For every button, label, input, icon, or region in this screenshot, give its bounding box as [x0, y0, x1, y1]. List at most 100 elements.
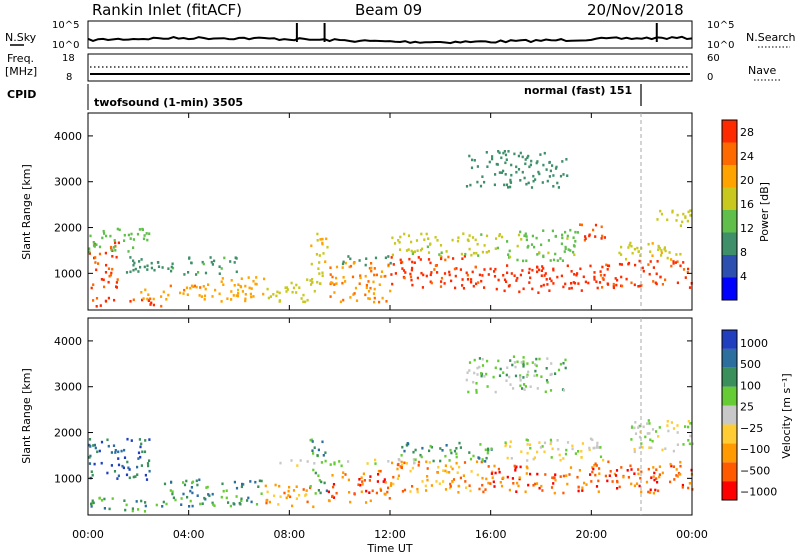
heatmap-cell [329, 295, 332, 298]
heatmap-cell [107, 444, 110, 448]
heatmap-cell [401, 490, 404, 493]
heatmap-cell [540, 284, 543, 288]
heatmap-cell [400, 454, 403, 457]
heatmap-cell [412, 450, 415, 454]
heatmap-cell [340, 464, 343, 468]
heatmap-cell [381, 296, 384, 300]
heatmap-cell [367, 297, 370, 300]
heatmap-cell [634, 421, 637, 424]
heatmap-cell [550, 279, 553, 283]
heatmap-cell [309, 485, 312, 488]
heatmap-cell [207, 493, 210, 496]
heatmap-cell [100, 499, 104, 502]
heatmap-cell [470, 280, 473, 284]
heatmap-cell [584, 280, 587, 284]
heatmap-cell [509, 359, 512, 362]
heatmap-cell [505, 183, 509, 187]
heatmap-cell [148, 459, 151, 462]
heatmap-cell [348, 265, 351, 269]
heatmap-cell [329, 463, 332, 466]
heatmap-cell [139, 265, 142, 269]
heatmap-cell [324, 451, 327, 454]
heatmap-cell [475, 391, 478, 394]
heatmap-cell [559, 174, 563, 178]
heatmap-cell [652, 266, 655, 269]
velocity-colorbar-tick: 100 [740, 379, 761, 392]
heatmap-cell [126, 460, 129, 464]
heatmap-cell [504, 153, 508, 157]
heatmap-cell [129, 300, 132, 303]
heatmap-cell [195, 285, 198, 289]
heatmap-cell [331, 474, 334, 477]
range-tick-label: 2000 [54, 427, 82, 440]
heatmap-cell [539, 446, 542, 449]
heatmap-cell [387, 460, 390, 463]
heatmap-cell [494, 366, 497, 370]
heatmap-cell [146, 297, 149, 301]
heatmap-cell [525, 438, 528, 442]
heatmap-cell [409, 275, 413, 279]
heatmap-cell [603, 273, 606, 277]
heatmap-cell [113, 239, 116, 242]
heatmap-cell [468, 361, 472, 364]
time-tick-label: 08:00 [273, 528, 305, 541]
heatmap-cell [676, 443, 679, 446]
heatmap-cell [306, 500, 309, 504]
heatmap-cell [527, 271, 531, 274]
heatmap-cell [387, 263, 390, 267]
heatmap-cell [107, 267, 111, 270]
heatmap-cell [570, 286, 573, 290]
heatmap-cell [389, 484, 393, 487]
heatmap-cell [230, 279, 233, 282]
heatmap-cell [127, 466, 130, 470]
heatmap-cell [655, 468, 658, 471]
heatmap-cell [497, 359, 500, 363]
noise-sky-label: N.Sky [5, 31, 37, 44]
heatmap-cell [554, 372, 557, 375]
heatmap-cell [520, 450, 523, 453]
heatmap-cell [634, 432, 638, 435]
range-tick-label: 4000 [54, 130, 82, 143]
heatmap-cell [476, 165, 479, 168]
heatmap-cell [440, 276, 444, 280]
heatmap-cell [439, 285, 443, 288]
heatmap-cell [510, 272, 513, 275]
heatmap-cell [491, 476, 494, 479]
heatmap-cell [498, 151, 501, 155]
heatmap-cell [221, 482, 224, 486]
heatmap-cell [681, 486, 684, 489]
heatmap-cell [183, 273, 186, 276]
heatmap-cell [481, 458, 484, 461]
heatmap-cell [269, 295, 272, 298]
heatmap-cell [262, 292, 265, 296]
heatmap-cell [357, 483, 360, 486]
heatmap-cell [190, 261, 193, 265]
heatmap-cell [468, 247, 471, 251]
heatmap-cell [638, 446, 641, 450]
heatmap-cell [141, 227, 144, 231]
heatmap-cell [649, 491, 652, 494]
heatmap-cell [648, 272, 651, 276]
heatmap-cell [636, 246, 639, 250]
heatmap-cell [257, 485, 260, 488]
heatmap-cell [390, 482, 393, 485]
heatmap-cell [405, 462, 408, 465]
heatmap-cell [572, 250, 575, 254]
heatmap-cell [618, 251, 621, 255]
heatmap-cell [666, 218, 669, 222]
heatmap-cell [332, 496, 336, 499]
heatmap-cell [658, 475, 661, 479]
heatmap-cell [204, 287, 207, 291]
heatmap-cell [366, 462, 369, 465]
heatmap-cell [197, 271, 200, 274]
heatmap-cell [595, 464, 598, 467]
heatmap-cell [519, 376, 522, 379]
heatmap-cell [544, 272, 547, 275]
heatmap-cell [160, 295, 163, 298]
heatmap-cell [580, 289, 583, 292]
heatmap-cell [468, 484, 471, 487]
heatmap-cell [487, 250, 490, 253]
heatmap-cell [414, 458, 417, 461]
heatmap-cell [128, 476, 131, 480]
